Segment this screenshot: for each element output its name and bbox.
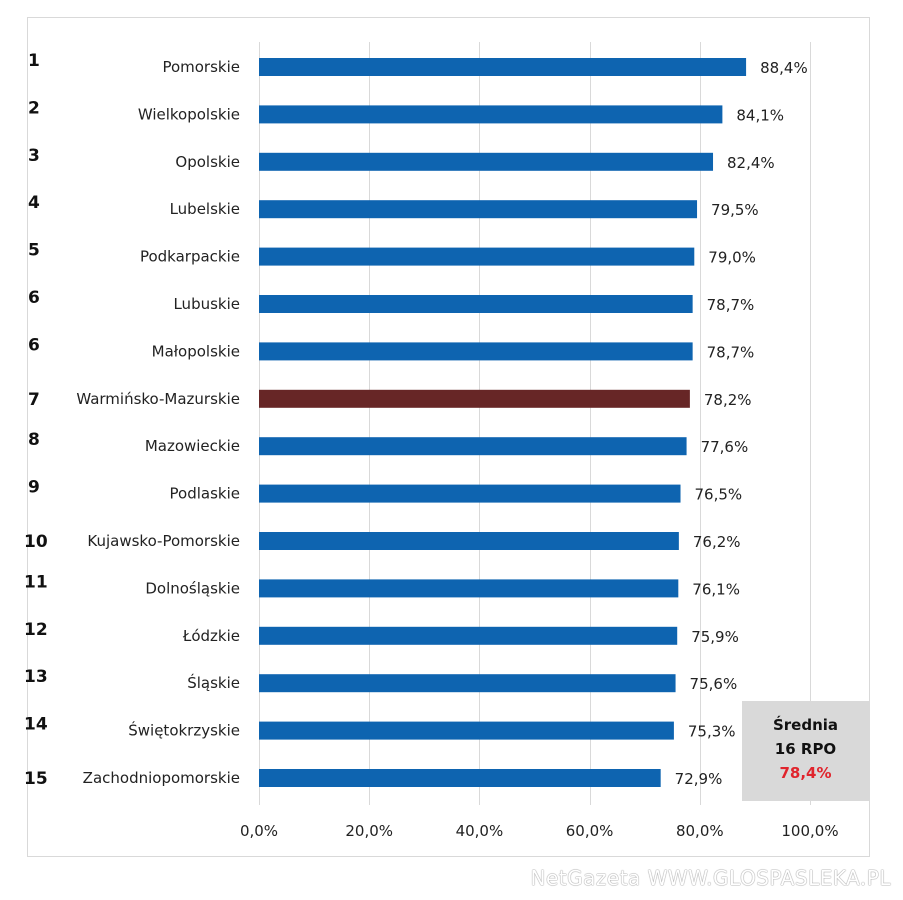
x-tick-label: 40,0% <box>456 822 504 840</box>
average-label-line1: Średnia <box>772 716 839 734</box>
bar <box>259 58 747 76</box>
value-label: 72,9% <box>675 770 723 788</box>
category-label: Zachodniopomorskie <box>83 769 240 787</box>
rank-label: 12 <box>24 620 48 640</box>
bar <box>259 721 674 740</box>
value-label: 77,6% <box>701 438 749 456</box>
value-label: 78,7% <box>707 343 755 361</box>
bar <box>259 389 690 408</box>
category-label: Lubuskie <box>173 295 240 313</box>
value-label: 76,1% <box>692 580 740 598</box>
value-label: 75,9% <box>691 628 739 646</box>
rank-label: 3 <box>28 146 40 166</box>
x-tick-label: 0,0% <box>240 822 278 840</box>
rank-label: 9 <box>28 478 40 498</box>
category-label: Łódzkie <box>182 627 240 645</box>
category-label: Małopolskie <box>152 342 240 360</box>
category-label: Świętokrzyskie <box>128 721 240 740</box>
category-label: Podkarpackie <box>140 248 240 266</box>
bar <box>259 579 679 598</box>
category-label: Dolnośląskie <box>145 579 240 597</box>
category-label: Śląskie <box>187 673 240 692</box>
value-label: 76,5% <box>695 486 743 504</box>
bar <box>259 532 679 550</box>
x-tick-label: 60,0% <box>566 822 614 840</box>
value-label: 88,4% <box>760 59 808 77</box>
rank-label: 15 <box>24 769 48 789</box>
chart-frame <box>27 17 870 857</box>
average-annotation-box: Średnia 16 RPO 78,4% <box>742 701 869 801</box>
category-label: Podlaskie <box>170 485 240 503</box>
rank-label: 6 <box>28 335 40 355</box>
value-labels: 88,4% 84,1% 82,4% 79,5% 79,0% 78,7% 78,7% 78,2%… <box>675 59 808 788</box>
category-label: Kujawsko-Pomorskie <box>87 532 240 550</box>
value-label: 78,7% <box>707 296 755 314</box>
average-value: 78,4% <box>779 764 832 782</box>
category-label: Mazowieckie <box>145 437 240 455</box>
bar <box>259 674 676 693</box>
average-label-line2: 16 RPO <box>774 740 837 758</box>
bar <box>259 247 695 266</box>
bar <box>259 295 693 313</box>
value-label: 79,5% <box>711 201 759 219</box>
rank-label: 1 <box>28 51 40 71</box>
bar <box>259 105 723 124</box>
value-label: 82,4% <box>727 154 775 172</box>
category-label: Warmińsko-Mazurskie <box>76 390 240 408</box>
rank-label: 14 <box>24 715 48 735</box>
bars <box>259 58 747 787</box>
bar <box>259 152 714 171</box>
bar <box>259 626 678 645</box>
x-tick-label: 100,0% <box>781 822 838 840</box>
rank-label: 2 <box>28 98 40 118</box>
value-label: 76,2% <box>693 533 741 551</box>
value-label: 75,3% <box>688 723 736 741</box>
x-tick-label: 80,0% <box>676 822 724 840</box>
category-labels: Pomorskie Wielkopolskie Opolskie Lubelskie P… <box>76 58 240 787</box>
bar <box>259 769 661 787</box>
rank-label: 10 <box>24 532 48 552</box>
bar <box>259 200 698 219</box>
category-label: Opolskie <box>175 153 240 171</box>
category-label: Lubelskie <box>170 200 240 218</box>
category-label: Pomorskie <box>162 58 240 76</box>
x-tick-label: 20,0% <box>345 822 393 840</box>
rank-label: 11 <box>24 572 48 592</box>
value-label: 84,1% <box>736 106 784 124</box>
rank-label: 8 <box>28 430 40 450</box>
bar <box>259 342 693 361</box>
value-label: 79,0% <box>708 249 756 267</box>
rank-label: 13 <box>24 667 48 687</box>
rank-label: 7 <box>28 390 40 410</box>
x-axis-tick-labels: 0,0% 20,0% 40,0% 60,0% 80,0% 100,0% <box>240 822 839 840</box>
rank-label: 5 <box>28 241 40 261</box>
bar <box>259 437 687 456</box>
value-label: 75,6% <box>690 675 738 693</box>
category-label: Wielkopolskie <box>138 105 240 123</box>
value-label: 78,2% <box>704 391 752 409</box>
bar <box>259 484 681 503</box>
watermark: NetGazeta WWW.GLOSPASLEKA.PL <box>530 866 891 890</box>
rank-label: 6 <box>28 288 40 308</box>
rank-label: 4 <box>28 193 40 213</box>
